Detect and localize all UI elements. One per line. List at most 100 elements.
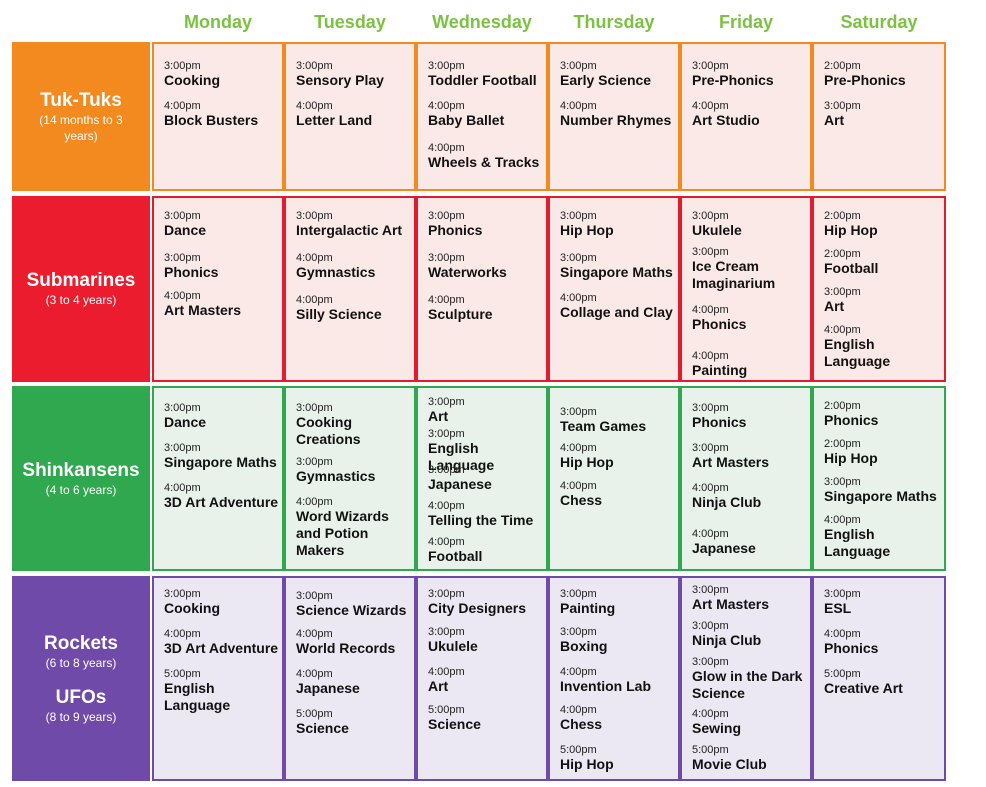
schedule-cell-friday: 3:00pm Art Masters 3:00pm Ninja Club 3:00pm G… [680,576,812,781]
activity-time: 4:00pm [296,496,333,508]
activity-name: Sculpture [428,306,493,322]
activity-time: 3:00pm [692,210,729,222]
activity-time: 3:00pm [560,626,597,638]
activity-time: 4:00pm [296,668,333,680]
activity-slot: 4:00pm Painting [692,350,808,379]
activity-time: 3:00pm [296,60,333,72]
activity-slot: 3:00pm Singapore Maths [164,442,280,471]
activity-name: Singapore Maths [560,264,673,280]
schedule-cell-monday: 3:00pm Dance 3:00pm Phonics 4:00pm Art Master… [152,196,284,382]
activity-name: Early Science [560,72,652,88]
activity-slot: 5:00pm Creative Art [824,668,942,697]
activity-slot: 3:00pm Ukulele [692,210,808,239]
activity-slot: 3:00pm Phonics [164,252,280,281]
schedule-cell-thursday: 3:00pm Early Science 4:00pm Number Rhymes [548,42,680,191]
activity-slot: 4:00pm English Language [824,324,942,370]
day-header-thursday: Thursday [573,12,655,32]
group-name: UFOs [55,686,107,708]
group-age-range: (14 months to 3 years) [39,112,123,143]
activity-slot: 2:00pm Pre-Phonics [824,60,942,89]
schedule-cell-thursday: 3:00pm Hip Hop 3:00pm Singapore Maths 4:00pm… [548,196,680,382]
activity-name: Singapore Maths [164,454,277,470]
activity-time: 4:00pm [692,304,729,316]
group-name: Tuk-Tuks [40,89,122,111]
activity-time: 3:00pm [164,252,201,264]
activity-slot: 3:00pm Ukulele [428,626,544,655]
activity-name: 3D Art Adventure [164,494,279,510]
activity-name: Japanese [692,540,756,556]
activity-time: 4:00pm [692,350,729,362]
schedule-cell-tuesday: 3:00pm Sensory Play 4:00pm Letter Land [284,42,416,191]
activity-name: Painting [560,600,616,616]
activity-slot: 2:00pm Football [824,248,942,277]
activity-slot: 4:00pm World Records [296,628,412,657]
activity-name: ESL [824,600,852,616]
activity-name: Phonics [692,316,747,332]
activity-time: 4:00pm [428,500,465,512]
activity-time: 4:00pm [560,480,597,492]
activity-slot: 5:00pm Science [428,704,544,733]
schedule-cell-monday: 3:00pm Cooking 4:00pm Block Busters [152,42,284,191]
schedule-cell-friday: 3:00pm Phonics 3:00pm Art Masters 4:00pm Ninj… [680,386,812,571]
activity-time: 5:00pm [692,744,729,756]
activity-time: 4:00pm [428,142,465,154]
schedule-cell-wednesday: 3:00pm Art 3:00pm English Language 3:00pm Jap… [416,386,548,571]
activity-slot: 4:00pm Football [428,536,544,565]
activity-slot: 3:00pm Sensory Play [296,60,412,89]
schedule-cell-tuesday: 3:00pm Cooking Creations 3:00pm Gymnastics 4… [284,386,416,571]
activity-slot: 2:00pm Hip Hop [824,210,942,239]
activity-time: 4:00pm [560,100,597,112]
activity-name: Pre-Phonics [824,72,906,88]
activity-name: Phonics [428,222,483,238]
activity-name: Intergalactic Art [296,222,403,238]
activity-name: Word Wizards and Potion Makers [296,508,389,558]
group-name: Submarines [26,270,136,291]
activity-name: Cooking Creations [296,414,361,447]
activity-slot: 3:00pm Phonics [692,402,808,431]
activity-name: Art Studio [692,112,760,128]
activity-time: 3:00pm [692,246,729,258]
activity-time: 4:00pm [164,100,201,112]
activity-time: 3:00pm [692,656,729,668]
activity-time: 3:00pm [560,406,597,418]
activity-slot: 4:00pm Number Rhymes [560,100,676,129]
schedule-cell-monday: 3:00pm Cooking 4:00pm 3D Art Adventure 5:00p… [152,576,284,781]
activity-time: 4:00pm [428,666,465,678]
activity-time: 4:00pm [296,252,333,264]
activity-slot: 4:00pm Letter Land [296,100,412,129]
activity-time: 3:00pm [164,588,201,600]
schedule-cell-wednesday: 3:00pm Phonics 3:00pm Waterworks 4:00pm Sculp… [416,196,548,382]
activity-name: English Language [164,680,231,713]
group-label: Shinkansens (4 to 6 years) [12,386,150,571]
activity-slot: 5:00pm English Language [164,668,280,714]
activity-name: Art [428,678,449,694]
activity-name: Phonics [692,414,747,430]
activity-time: 4:00pm [560,442,597,454]
activity-name: Invention Lab [560,678,651,694]
activity-name: Silly Science [296,306,382,322]
activity-slot: 4:00pm Collage and Clay [560,292,676,321]
activity-name: Dance [164,414,207,430]
activity-time: 4:00pm [692,100,729,112]
group-name: Shinkansens [22,459,140,481]
activity-slot: 4:00pm Word Wizards and Potion Makers [296,496,412,559]
activity-slot: 4:00pm Ninja Club [692,482,808,511]
activity-time: 4:00pm [824,514,861,526]
activity-slot: 3:00pm Pre-Phonics [692,60,808,89]
schedule-cell-tuesday: 3:00pm Intergalactic Art 4:00pm Gymnastics 4… [284,196,416,382]
activity-time: 3:00pm [692,584,729,596]
activity-time: 4:00pm [692,482,729,494]
activity-name: Phonics [164,264,219,280]
activity-time: 2:00pm [824,210,861,222]
activity-time: 3:00pm [428,588,465,600]
activity-time: 4:00pm [164,628,201,640]
activity-time: 3:00pm [692,60,729,72]
activity-time: 3:00pm [560,60,597,72]
schedule-cell-saturday: 2:00pm Phonics 2:00pm Hip Hop 3:00pm Singapor… [812,386,946,571]
activity-time: 5:00pm [428,704,465,716]
activity-slot: 3:00pm Boxing [560,626,676,655]
activity-name: Art Masters [692,454,770,470]
activity-slot: 4:00pm Baby Ballet [428,100,544,129]
activity-time: 4:00pm [164,482,201,494]
activity-slot: 4:00pm 3D Art Adventure [164,482,280,511]
